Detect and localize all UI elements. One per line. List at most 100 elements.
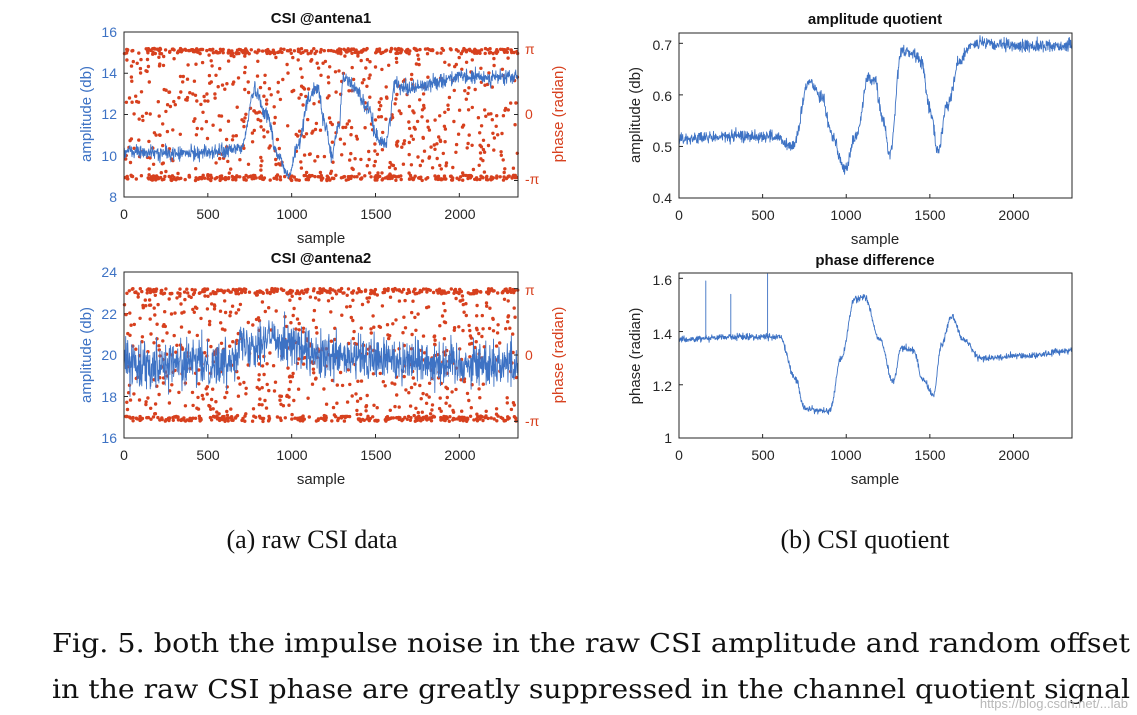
x-axis: 0 500 1000 1500 2000 sample	[120, 447, 476, 488]
phase-point	[231, 287, 235, 292]
phase-point	[230, 304, 235, 308]
x-tick-label: 0	[120, 447, 128, 463]
y-tick-label: 12	[101, 106, 117, 122]
phase-point	[464, 60, 469, 64]
phase-point	[440, 314, 445, 318]
phase-point	[190, 287, 194, 292]
phase-point	[213, 177, 217, 181]
phase-point	[345, 305, 349, 309]
phase-point	[484, 301, 489, 305]
phase-point	[131, 419, 135, 423]
phase-point	[373, 118, 378, 122]
phase-point	[129, 323, 133, 327]
phase-point	[178, 287, 182, 291]
phase-point	[470, 341, 474, 346]
phase-point	[288, 374, 292, 378]
phase-point	[219, 341, 224, 345]
phase-point	[355, 291, 359, 295]
phase-point	[388, 408, 392, 412]
phase-point	[199, 102, 203, 107]
phase-point	[273, 115, 277, 120]
phase-point	[329, 310, 333, 314]
phase-point	[146, 287, 151, 291]
phase-point	[476, 414, 480, 419]
phase-point	[412, 287, 417, 292]
phase-point	[172, 333, 176, 338]
phase-point	[377, 47, 382, 51]
y-right-tick-label: π	[525, 282, 535, 298]
phase-point	[164, 287, 168, 291]
phase-point	[350, 394, 354, 398]
phase-point	[147, 80, 151, 84]
phase-point	[413, 382, 417, 386]
phase-point	[396, 139, 400, 143]
chart-csi-antena2: CSI @antena2 24 22 20 18 16 amplitude (d…	[78, 250, 567, 488]
phase-point	[187, 175, 192, 179]
phase-point	[477, 331, 481, 336]
phase-point	[409, 416, 413, 420]
phase-point	[394, 143, 399, 147]
x-tick-label: 1500	[914, 207, 945, 223]
phase-point	[291, 371, 295, 376]
phase-point	[301, 414, 305, 418]
phase-point	[153, 313, 157, 317]
phase-point	[356, 54, 360, 58]
phase-point	[254, 176, 258, 180]
phase-point	[174, 350, 178, 354]
x-tick-label: 500	[196, 206, 220, 222]
phase-point	[413, 419, 417, 423]
x-tick-label: 1500	[914, 447, 945, 463]
phase-point	[175, 296, 179, 300]
phase-point	[171, 128, 175, 132]
phase-point	[405, 50, 409, 55]
phase-point	[234, 311, 238, 315]
phase-point	[479, 290, 483, 294]
phase-point	[192, 310, 196, 314]
phase-point	[452, 88, 456, 93]
phase-point	[226, 419, 230, 423]
phase-point	[282, 47, 286, 51]
phase-point	[379, 97, 383, 101]
phase-point	[226, 119, 231, 123]
y-axis-label: phase (radian)	[627, 308, 644, 405]
phase-point	[390, 115, 395, 120]
phase-point	[465, 391, 470, 396]
phase-point	[328, 65, 332, 69]
phase-point	[161, 381, 166, 385]
phase-point	[191, 403, 195, 408]
phase-point	[259, 155, 263, 160]
phase-point	[329, 339, 334, 343]
phase-point	[176, 415, 180, 419]
phase-point	[475, 303, 479, 308]
phase-point	[163, 48, 168, 52]
phase-point	[223, 299, 227, 303]
phase-point	[391, 289, 396, 293]
phase-point	[130, 100, 134, 104]
phase-point	[388, 416, 392, 421]
phase-point	[362, 47, 366, 52]
phase-point	[195, 126, 199, 131]
phase-point	[193, 416, 198, 420]
phase-point	[508, 326, 512, 330]
phase-point	[490, 118, 494, 122]
phase-point	[250, 131, 255, 135]
phase-point	[194, 62, 198, 66]
phase-point	[159, 171, 163, 175]
phase-point	[318, 287, 322, 291]
phase-point	[501, 114, 506, 118]
phase-point	[285, 394, 289, 398]
phase-point	[146, 396, 150, 400]
phase-point	[495, 331, 500, 335]
phase-point	[210, 64, 214, 68]
phase-point	[209, 292, 213, 296]
phase-point	[485, 174, 489, 179]
phase-point	[206, 294, 210, 298]
phase-point	[179, 50, 184, 54]
phase-point	[201, 397, 205, 401]
phase-point	[350, 51, 354, 55]
phase-point	[337, 289, 341, 293]
phase-point	[376, 115, 381, 119]
phase-point	[205, 136, 210, 141]
phase-point	[125, 291, 129, 295]
phase-point	[368, 291, 373, 296]
